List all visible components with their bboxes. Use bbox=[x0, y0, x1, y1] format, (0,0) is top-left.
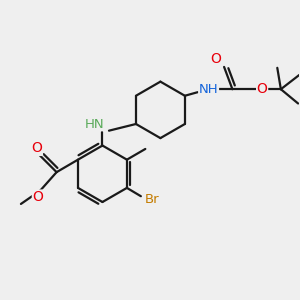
Text: Br: Br bbox=[144, 193, 159, 206]
Text: NH: NH bbox=[199, 83, 218, 96]
Text: HN: HN bbox=[84, 118, 104, 130]
Text: O: O bbox=[32, 190, 43, 204]
Text: O: O bbox=[32, 141, 42, 155]
Text: O: O bbox=[210, 52, 221, 67]
Text: O: O bbox=[257, 82, 268, 96]
